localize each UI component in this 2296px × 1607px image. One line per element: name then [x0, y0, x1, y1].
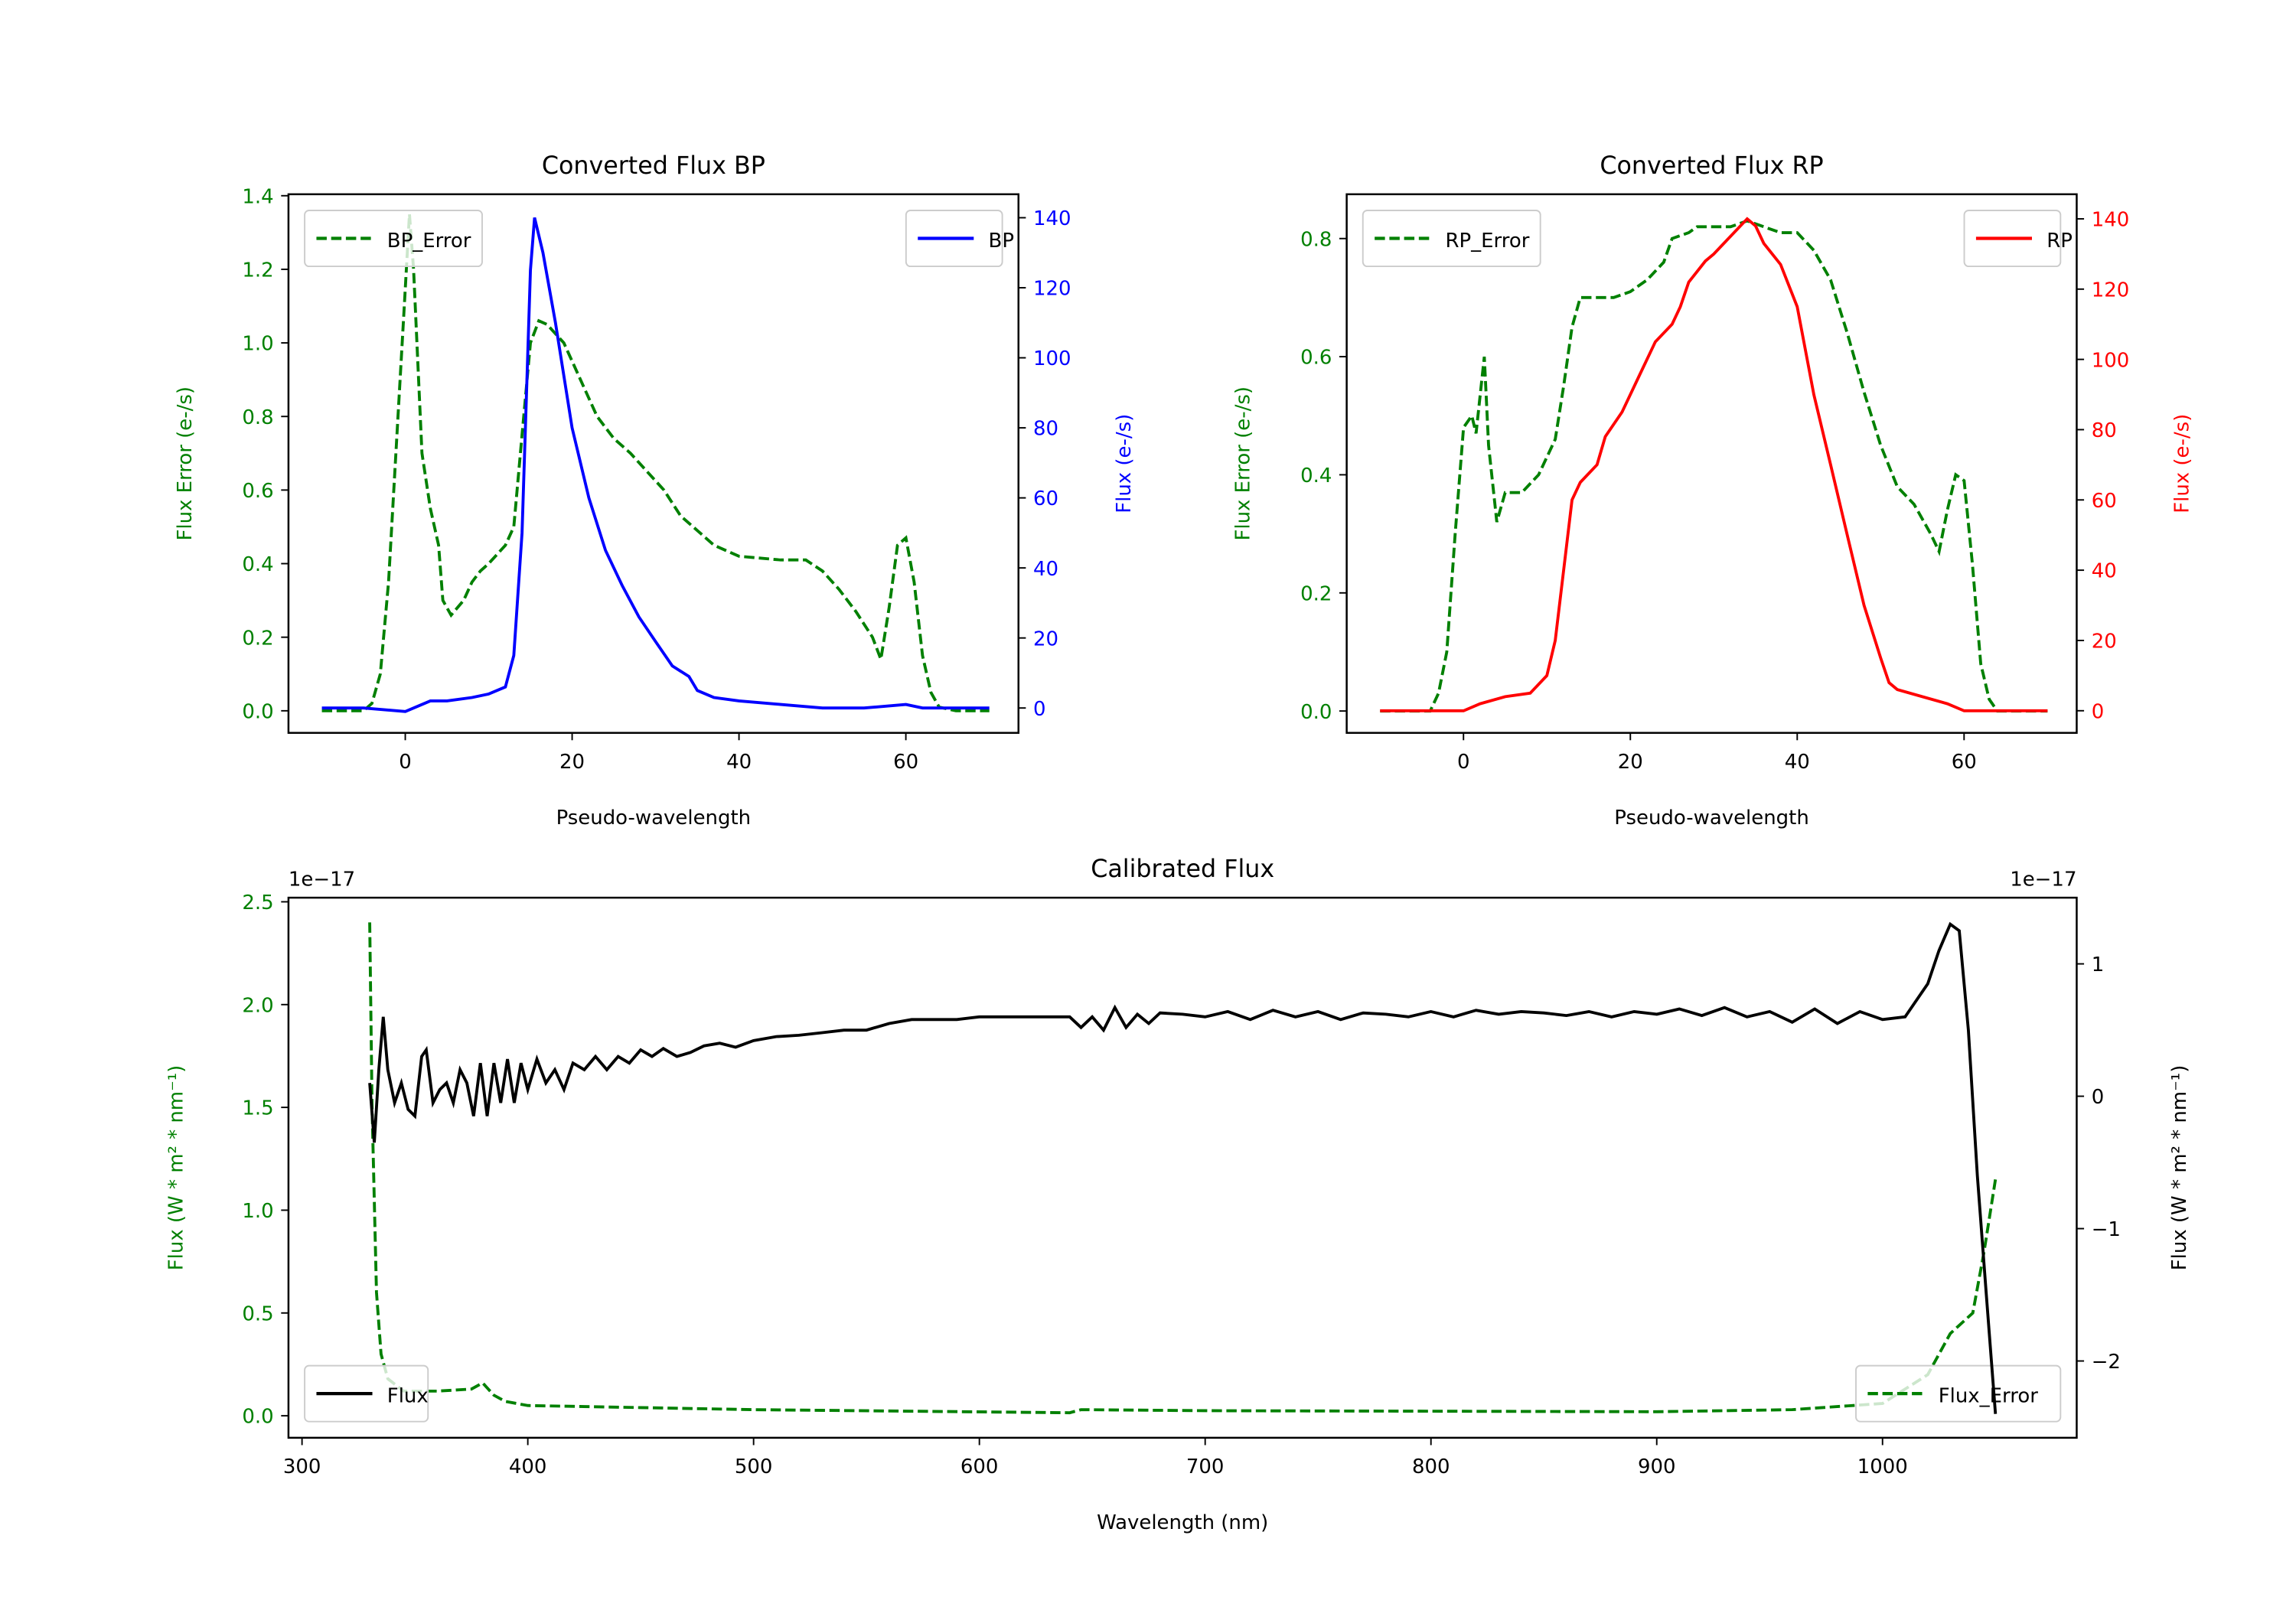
series-line-bp — [321, 217, 990, 713]
y-left-tick-label: 1.0 — [242, 1200, 273, 1223]
y-right-tick-label: 80 — [1033, 418, 1058, 441]
y-left-tick-label: 0.4 — [242, 553, 273, 576]
chart-panel-2: Flux_Error Flux 300 400 500 600 700 800 900 1000 0… — [165, 856, 2190, 1534]
legend-box — [1855, 1364, 2062, 1423]
legend-label: Flux_Error — [1939, 1385, 2039, 1408]
legend-box — [1362, 210, 1541, 268]
legend-box — [304, 210, 483, 268]
y-left-tick-label: 0.5 — [242, 1302, 273, 1325]
legend-label: RP — [2047, 230, 2073, 253]
x-tick-label: 0 — [399, 751, 412, 774]
axes-frame — [287, 193, 1020, 734]
y-right-tick-label: 20 — [1033, 627, 1058, 650]
legend-bp_error: BP_Error — [304, 210, 483, 268]
series-line-bp_error — [321, 214, 990, 712]
y-right-tick-label: 120 — [1033, 278, 1071, 301]
x-tick-label: 300 — [283, 1455, 321, 1478]
y-right-axis-label: Flux (W * m² * nm⁻¹) — [2168, 1065, 2191, 1271]
legend-flux: Flux — [304, 1364, 429, 1423]
x-axis-label: Pseudo-wavelength — [1614, 807, 1809, 830]
chart-title: Calibrated Flux — [1091, 856, 1274, 883]
y-left-offset-text: 1e−17 — [289, 869, 355, 892]
y-right-tick-label: 80 — [2092, 419, 2117, 442]
y-right-tick-label: 1 — [2092, 953, 2105, 976]
axes-frame — [287, 896, 2078, 1439]
y-left-tick-label: 0.8 — [242, 406, 273, 429]
y-right-tick-label: 120 — [2092, 279, 2130, 302]
y-right-tick-label: 40 — [1033, 558, 1058, 581]
y-right-tick-label: −1 — [2092, 1218, 2121, 1241]
legend-rp: RP — [1963, 210, 2073, 268]
x-tick-label: 400 — [509, 1455, 547, 1478]
series-line-rp — [1380, 217, 2048, 712]
legend-label: BP_Error — [387, 230, 471, 253]
y-right-tick-label: 140 — [2092, 209, 2130, 232]
chart-panel-0: BP_Error BP 0 20 40 60 0.0 0.2 0.4 0.6 0.8 1.0 1.2 1.… — [174, 152, 1136, 830]
y-right-tick-label: 100 — [2092, 349, 2130, 372]
y-left-tick-label: 0.2 — [242, 627, 273, 650]
y-left-tick-label: 1.4 — [242, 185, 273, 208]
y-right-tick-label: 0 — [1033, 698, 1046, 721]
legend-flux_error: Flux_Error — [1855, 1364, 2062, 1423]
y-left-tick-label: 1.5 — [242, 1097, 273, 1120]
x-tick-label: 60 — [893, 751, 918, 774]
x-tick-label: 600 — [960, 1455, 999, 1478]
x-tick-label: 20 — [1618, 751, 1643, 774]
y-left-tick-label: 2.0 — [242, 994, 273, 1017]
legend-label: Flux — [387, 1385, 429, 1408]
y-left-axis-label: Flux (W * m² * nm⁻¹) — [165, 1065, 188, 1271]
series-line-flux — [368, 921, 1998, 1414]
y-left-tick-label: 0.4 — [1300, 464, 1332, 487]
x-tick-label: 0 — [1457, 751, 1470, 774]
y-right-offset-text: 1e−17 — [2010, 869, 2076, 892]
series-line-rp_error — [1380, 219, 2048, 713]
y-right-axis-label: Flux (e-/s) — [1113, 414, 1136, 513]
y-left-tick-label: 0.0 — [242, 700, 273, 723]
y-right-tick-label: 60 — [2092, 490, 2117, 513]
x-axis-label: Pseudo-wavelength — [556, 807, 752, 830]
x-tick-label: 1000 — [1857, 1455, 1908, 1478]
y-left-tick-label: 0.0 — [242, 1406, 273, 1429]
y-right-tick-label: 0 — [2092, 1086, 2105, 1109]
x-tick-label: 700 — [1186, 1455, 1225, 1478]
y-left-tick-label: 0.8 — [1300, 228, 1332, 251]
y-right-tick-label: 40 — [2092, 560, 2117, 583]
x-tick-label: 40 — [726, 751, 752, 774]
y-right-axis-label: Flux (e-/s) — [2171, 414, 2194, 513]
y-right-tick-label: 0 — [2092, 700, 2105, 723]
x-tick-label: 800 — [1412, 1455, 1450, 1478]
legend-rp_error: RP_Error — [1362, 210, 1541, 268]
y-right-tick-label: −2 — [2092, 1351, 2121, 1374]
x-tick-label: 900 — [1638, 1455, 1676, 1478]
y-left-tick-label: 1.2 — [242, 259, 273, 282]
y-right-tick-label: 20 — [2092, 631, 2117, 654]
axes-frame — [1345, 193, 2078, 734]
y-left-tick-label: 0.2 — [1300, 582, 1332, 605]
y-left-tick-label: 0.6 — [1300, 347, 1332, 370]
x-tick-label: 60 — [1952, 751, 1977, 774]
x-axis-label: Wavelength (nm) — [1097, 1511, 1268, 1534]
y-right-tick-label: 100 — [1033, 347, 1071, 370]
chart-title: Converted Flux RP — [1600, 152, 1823, 180]
legend-label: RP_Error — [1445, 230, 1529, 253]
x-tick-label: 500 — [735, 1455, 773, 1478]
x-tick-label: 20 — [559, 751, 585, 774]
series-line-flux_error — [368, 922, 1998, 1415]
chart-title: Converted Flux BP — [542, 152, 765, 180]
chart-panel-1: RP_Error RP 0 20 40 60 0.0 0.2 0.4 0.6 0.8 0 20 40 60 8… — [1232, 152, 2194, 830]
y-left-axis-label: Flux Error (e-/s) — [1232, 386, 1255, 541]
y-left-axis-label: Flux Error (e-/s) — [174, 386, 197, 541]
legend-label: BP — [989, 230, 1014, 253]
y-left-tick-label: 1.0 — [242, 333, 273, 356]
y-right-tick-label: 60 — [1033, 487, 1058, 510]
y-right-tick-label: 140 — [1033, 207, 1071, 230]
y-left-tick-label: 2.5 — [242, 892, 273, 914]
x-tick-label: 40 — [1785, 751, 1810, 774]
y-left-tick-label: 0.0 — [1300, 701, 1332, 724]
y-left-tick-label: 0.6 — [242, 480, 273, 503]
legend-bp: BP — [905, 210, 1014, 268]
